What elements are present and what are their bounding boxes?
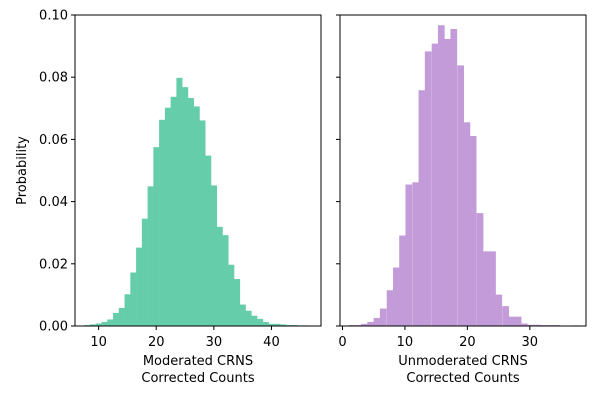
moderated-x-tick-label: 30 xyxy=(206,335,223,350)
y-axis-label: Probability xyxy=(15,136,30,205)
unmoderated-histogram-bar xyxy=(450,29,458,326)
moderated-histogram-bar xyxy=(193,106,200,327)
moderated-x-tick-label: 40 xyxy=(263,335,280,350)
moderated-histogram-bar xyxy=(101,321,108,326)
unmoderated-panel: 0 10 20 30 Unmoderated CRNS Corrected Count… xyxy=(336,14,587,386)
moderated-panel: 0.00 0.02 0.04 0.06 0.08 0.10 10 20 30 40 Modera… xyxy=(15,9,322,386)
unmoderated-x-axis: 0 10 20 30 xyxy=(338,326,538,350)
moderated-histogram-bar xyxy=(113,312,120,326)
moderated-histogram-bar xyxy=(89,324,97,326)
moderated-x-tick-label: 20 xyxy=(148,335,165,350)
unmoderated-histogram-bar xyxy=(469,135,477,326)
moderated-histogram-bar xyxy=(210,185,218,326)
unmoderated-histogram-bar xyxy=(495,294,503,326)
unmoderated-x-axis-label-line2: Corrected Counts xyxy=(406,371,519,386)
moderated-histogram-bar xyxy=(268,323,275,326)
moderated-histogram-bar xyxy=(182,87,189,327)
moderated-histogram-bar xyxy=(228,264,235,326)
moderated-histogram-bar xyxy=(164,107,171,327)
moderated-histogram-bar xyxy=(147,186,154,326)
moderated-histogram-bar xyxy=(159,119,166,326)
unmoderated-histogram-bar xyxy=(514,316,522,326)
unmoderated-x-tick-label: 10 xyxy=(397,335,414,350)
moderated-histogram-bar xyxy=(280,324,287,326)
moderated-x-axis-label-line2: Corrected Counts xyxy=(141,371,254,386)
unmoderated-histogram-bar xyxy=(527,324,535,326)
moderated-plot-frame xyxy=(74,14,322,327)
moderated-histogram-bar xyxy=(245,310,252,326)
moderated-bars xyxy=(84,77,310,327)
moderated-x-axis-label-line1: Moderated CRNS xyxy=(143,354,253,369)
moderated-histogram-bar xyxy=(176,77,183,326)
unmoderated-histogram-bar xyxy=(367,321,375,326)
moderated-histogram-bar xyxy=(205,155,212,326)
unmoderated-y-axis xyxy=(336,14,340,327)
y-tick-label: 0.00 xyxy=(39,320,68,335)
unmoderated-plot-frame xyxy=(339,14,587,327)
moderated-histogram-bar xyxy=(251,315,258,326)
moderated-histogram-bar xyxy=(234,279,241,326)
unmoderated-histogram-bar xyxy=(534,324,541,326)
unmoderated-histogram-bar xyxy=(444,38,451,326)
unmoderated-histogram-bar xyxy=(437,25,445,326)
y-tick-label: 0.04 xyxy=(39,195,68,210)
moderated-histogram-bar xyxy=(216,226,223,326)
unmoderated-histogram-bar xyxy=(476,213,484,326)
moderated-histogram-bar xyxy=(274,323,281,326)
moderated-histogram-bar xyxy=(262,321,269,326)
unmoderated-histogram-bar xyxy=(418,90,426,326)
moderated-histogram-bar xyxy=(130,272,137,326)
unmoderated-histogram-bar xyxy=(482,251,490,326)
moderated-x-tick-label: 10 xyxy=(90,335,107,350)
unmoderated-x-axis-label-line1: Unmoderated CRNS xyxy=(398,354,528,369)
moderated-histogram-bar xyxy=(118,307,125,326)
moderated-histogram-bar xyxy=(257,318,264,326)
moderated-histogram-bar xyxy=(153,147,160,326)
unmoderated-x-tick-label: 20 xyxy=(459,335,476,350)
moderated-histogram-bar xyxy=(124,294,131,326)
unmoderated-histogram-bar xyxy=(431,43,439,327)
unmoderated-histogram-bar xyxy=(373,317,381,326)
moderated-histogram-bar xyxy=(95,323,102,326)
moderated-histogram-bar xyxy=(136,247,143,326)
moderated-y-axis: 0.00 0.02 0.04 0.06 0.08 0.10 xyxy=(39,9,75,335)
moderated-histogram-bar xyxy=(107,319,114,326)
y-tick-label: 0.08 xyxy=(39,71,68,86)
moderated-histogram-bar xyxy=(170,96,177,326)
unmoderated-histogram-bar xyxy=(386,290,394,326)
unmoderated-histogram-bar xyxy=(405,184,413,326)
unmoderated-histogram-bar xyxy=(508,316,516,326)
unmoderated-histogram-bar xyxy=(520,323,528,326)
unmoderated-histogram-bar xyxy=(463,122,471,326)
y-tick-label: 0.02 xyxy=(39,257,68,272)
unmoderated-bars xyxy=(348,25,580,327)
unmoderated-histogram-bar xyxy=(392,267,400,326)
y-tick-label: 0.06 xyxy=(39,133,68,148)
unmoderated-histogram-bar xyxy=(424,51,432,326)
y-tick-label: 0.10 xyxy=(39,9,68,24)
moderated-histogram-bar xyxy=(239,304,246,326)
moderated-histogram-bar xyxy=(199,120,206,327)
unmoderated-x-tick-label: 30 xyxy=(522,335,539,350)
unmoderated-histogram-bar xyxy=(379,308,387,326)
moderated-histogram-bar xyxy=(187,98,194,326)
unmoderated-histogram-bar xyxy=(502,306,509,326)
unmoderated-histogram-bar xyxy=(457,65,465,326)
moderated-histogram-bar xyxy=(141,218,148,326)
moderated-histogram-bar xyxy=(222,235,229,326)
unmoderated-histogram-bar xyxy=(489,251,496,326)
unmoderated-histogram-bar xyxy=(361,323,368,326)
unmoderated-histogram-bar xyxy=(399,235,406,326)
unmoderated-histogram-bar xyxy=(412,182,420,326)
unmoderated-x-tick-label: 0 xyxy=(338,335,346,350)
moderated-x-axis: 10 20 30 40 xyxy=(90,326,280,350)
